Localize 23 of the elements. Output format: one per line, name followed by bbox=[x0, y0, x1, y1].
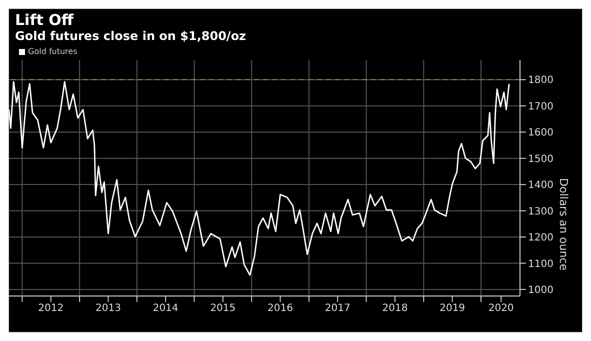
chart-subtitle: Gold futures close in on $1,800/oz bbox=[14, 29, 248, 44]
y-tick-label: 1700 bbox=[528, 101, 554, 112]
y-tick-label: 1300 bbox=[528, 206, 554, 218]
chart-title: Lift Off bbox=[14, 10, 75, 29]
x-tick-label: 2014 bbox=[152, 303, 178, 314]
x-tick-label: 2012 bbox=[38, 303, 64, 314]
x-tick-label: 2013 bbox=[95, 303, 121, 314]
y-tick-label: 1100 bbox=[528, 258, 554, 270]
y-tick-label: 1400 bbox=[528, 180, 554, 192]
y-tick-label: 1800 bbox=[528, 75, 554, 86]
y-tick-label: 1600 bbox=[528, 128, 554, 139]
y-tick-label: 1000 bbox=[528, 284, 554, 296]
x-tick-label: 2019 bbox=[440, 303, 466, 314]
x-tick-label: 2016 bbox=[268, 303, 293, 314]
y-tick-label: 1200 bbox=[528, 232, 554, 244]
line-series bbox=[9, 81, 510, 276]
x-tick-label: 2018 bbox=[382, 303, 408, 314]
legend-label: Gold futures bbox=[27, 47, 78, 56]
y-axis-title: Dollars an ounce bbox=[557, 178, 570, 271]
x-tick-label: 2020 bbox=[488, 303, 514, 314]
x-tick-label: 2017 bbox=[324, 303, 350, 314]
x-tick-label: 2015 bbox=[210, 303, 236, 314]
y-tick-label: 1500 bbox=[528, 154, 554, 165]
